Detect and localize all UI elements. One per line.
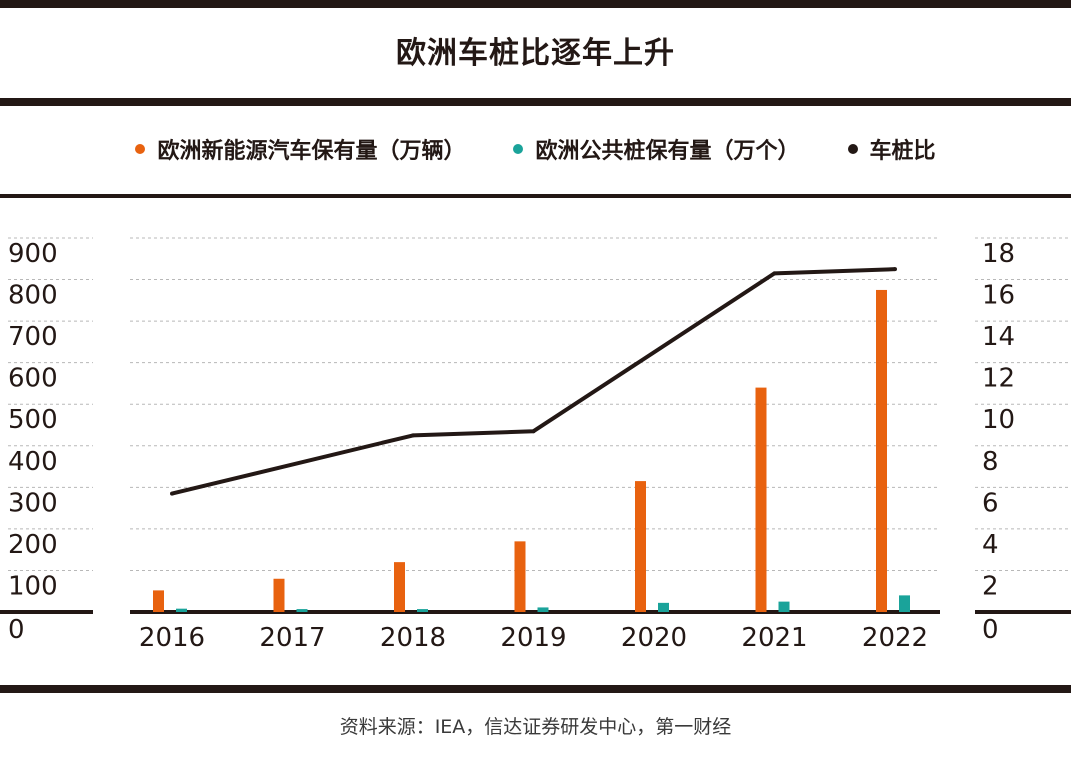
y-right-tick-label: 8 [982, 447, 999, 477]
y-right-tick-label: 4 [982, 530, 999, 560]
legend-rule [0, 194, 1071, 198]
y-left-tick-label: 200 [8, 530, 58, 560]
ratio-line [171, 267, 896, 496]
y-right-tick-label: 18 [982, 239, 1015, 269]
title-rule [0, 98, 1071, 106]
x-tick-label: 2019 [500, 623, 566, 653]
bar-ev-2020 [635, 481, 646, 612]
bar-charger-2022 [899, 595, 910, 612]
bar-charger-2017 [296, 609, 308, 612]
y-left-tick-label: 600 [8, 364, 58, 394]
x-tick-label: 2021 [741, 623, 807, 653]
bottom-rule [0, 685, 1071, 693]
y-right-tick-label: 0 [982, 615, 999, 645]
bar-ev-2022 [876, 289, 887, 612]
ratio-point [531, 429, 536, 434]
legend-marker-ev [135, 144, 146, 154]
y-right-tick-label: 16 [982, 281, 1015, 311]
source-note: 资料来源：IEA，信达证券研发中心，第一财经 [339, 716, 732, 738]
y-right-tick-label: 10 [982, 405, 1015, 435]
legend-label-ev: 欧洲新能源汽车保有量（万辆） [157, 139, 466, 164]
legend-label-ratio: 车桩比 [869, 139, 936, 164]
x-tick-label: 2017 [259, 623, 325, 653]
bar-charger-2020 [658, 602, 669, 612]
y-right-tick-label: 2 [982, 571, 999, 601]
y-left-tick-label: 0 [8, 615, 25, 645]
x-tick-label: 2020 [621, 623, 687, 653]
bar-charger-2021 [778, 601, 790, 612]
x-tick-label: 2022 [862, 623, 928, 653]
x-tick-label: 2016 [139, 623, 205, 653]
y-left-tick-label: 400 [8, 447, 58, 477]
bar-charger-2019 [537, 607, 549, 612]
ratio-point [893, 267, 897, 272]
legend-label-charger: 欧洲公共桩保有量（万个） [535, 139, 800, 164]
chart-title: 欧洲车桩比逐年上升 [396, 36, 675, 71]
ratio-point [772, 271, 777, 276]
bar-ev-2018 [394, 562, 405, 612]
y-left-tick-label: 100 [8, 571, 58, 601]
y-right-tick-label: 12 [982, 364, 1015, 394]
y-left-tick-label: 700 [8, 322, 58, 352]
bar-ev-2019 [514, 541, 526, 612]
ratio-point [411, 433, 415, 438]
y-left-tick-label: 800 [8, 281, 58, 311]
legend: 欧洲新能源汽车保有量（万辆） 欧洲公共桩保有量（万个） 车桩比 [0, 133, 1071, 165]
legend-item-charger: 欧洲公共桩保有量（万个） [513, 133, 800, 165]
y-left-tick-label: 300 [8, 488, 58, 518]
top-rule [0, 0, 1071, 8]
bar-charger-2016 [176, 608, 187, 612]
x-tick-label: 2018 [380, 623, 446, 653]
bar-ev-2017 [273, 578, 285, 612]
y-right-tick-label: 14 [982, 322, 1015, 352]
legend-item-ratio: 车桩比 [847, 133, 936, 165]
y-left-tick-label: 500 [8, 405, 58, 435]
legend-marker-charger [513, 144, 524, 154]
bar-ev-2016 [153, 590, 164, 612]
legend-marker-ratio [847, 144, 858, 154]
ratio-point [170, 491, 174, 496]
y-left-tick-label: 900 [8, 239, 58, 269]
bar-ev-2021 [755, 387, 767, 612]
bar-charger-2018 [417, 609, 428, 612]
legend-item-ev: 欧洲新能源汽车保有量（万辆） [135, 133, 465, 165]
y-right-tick-label: 6 [982, 488, 999, 518]
